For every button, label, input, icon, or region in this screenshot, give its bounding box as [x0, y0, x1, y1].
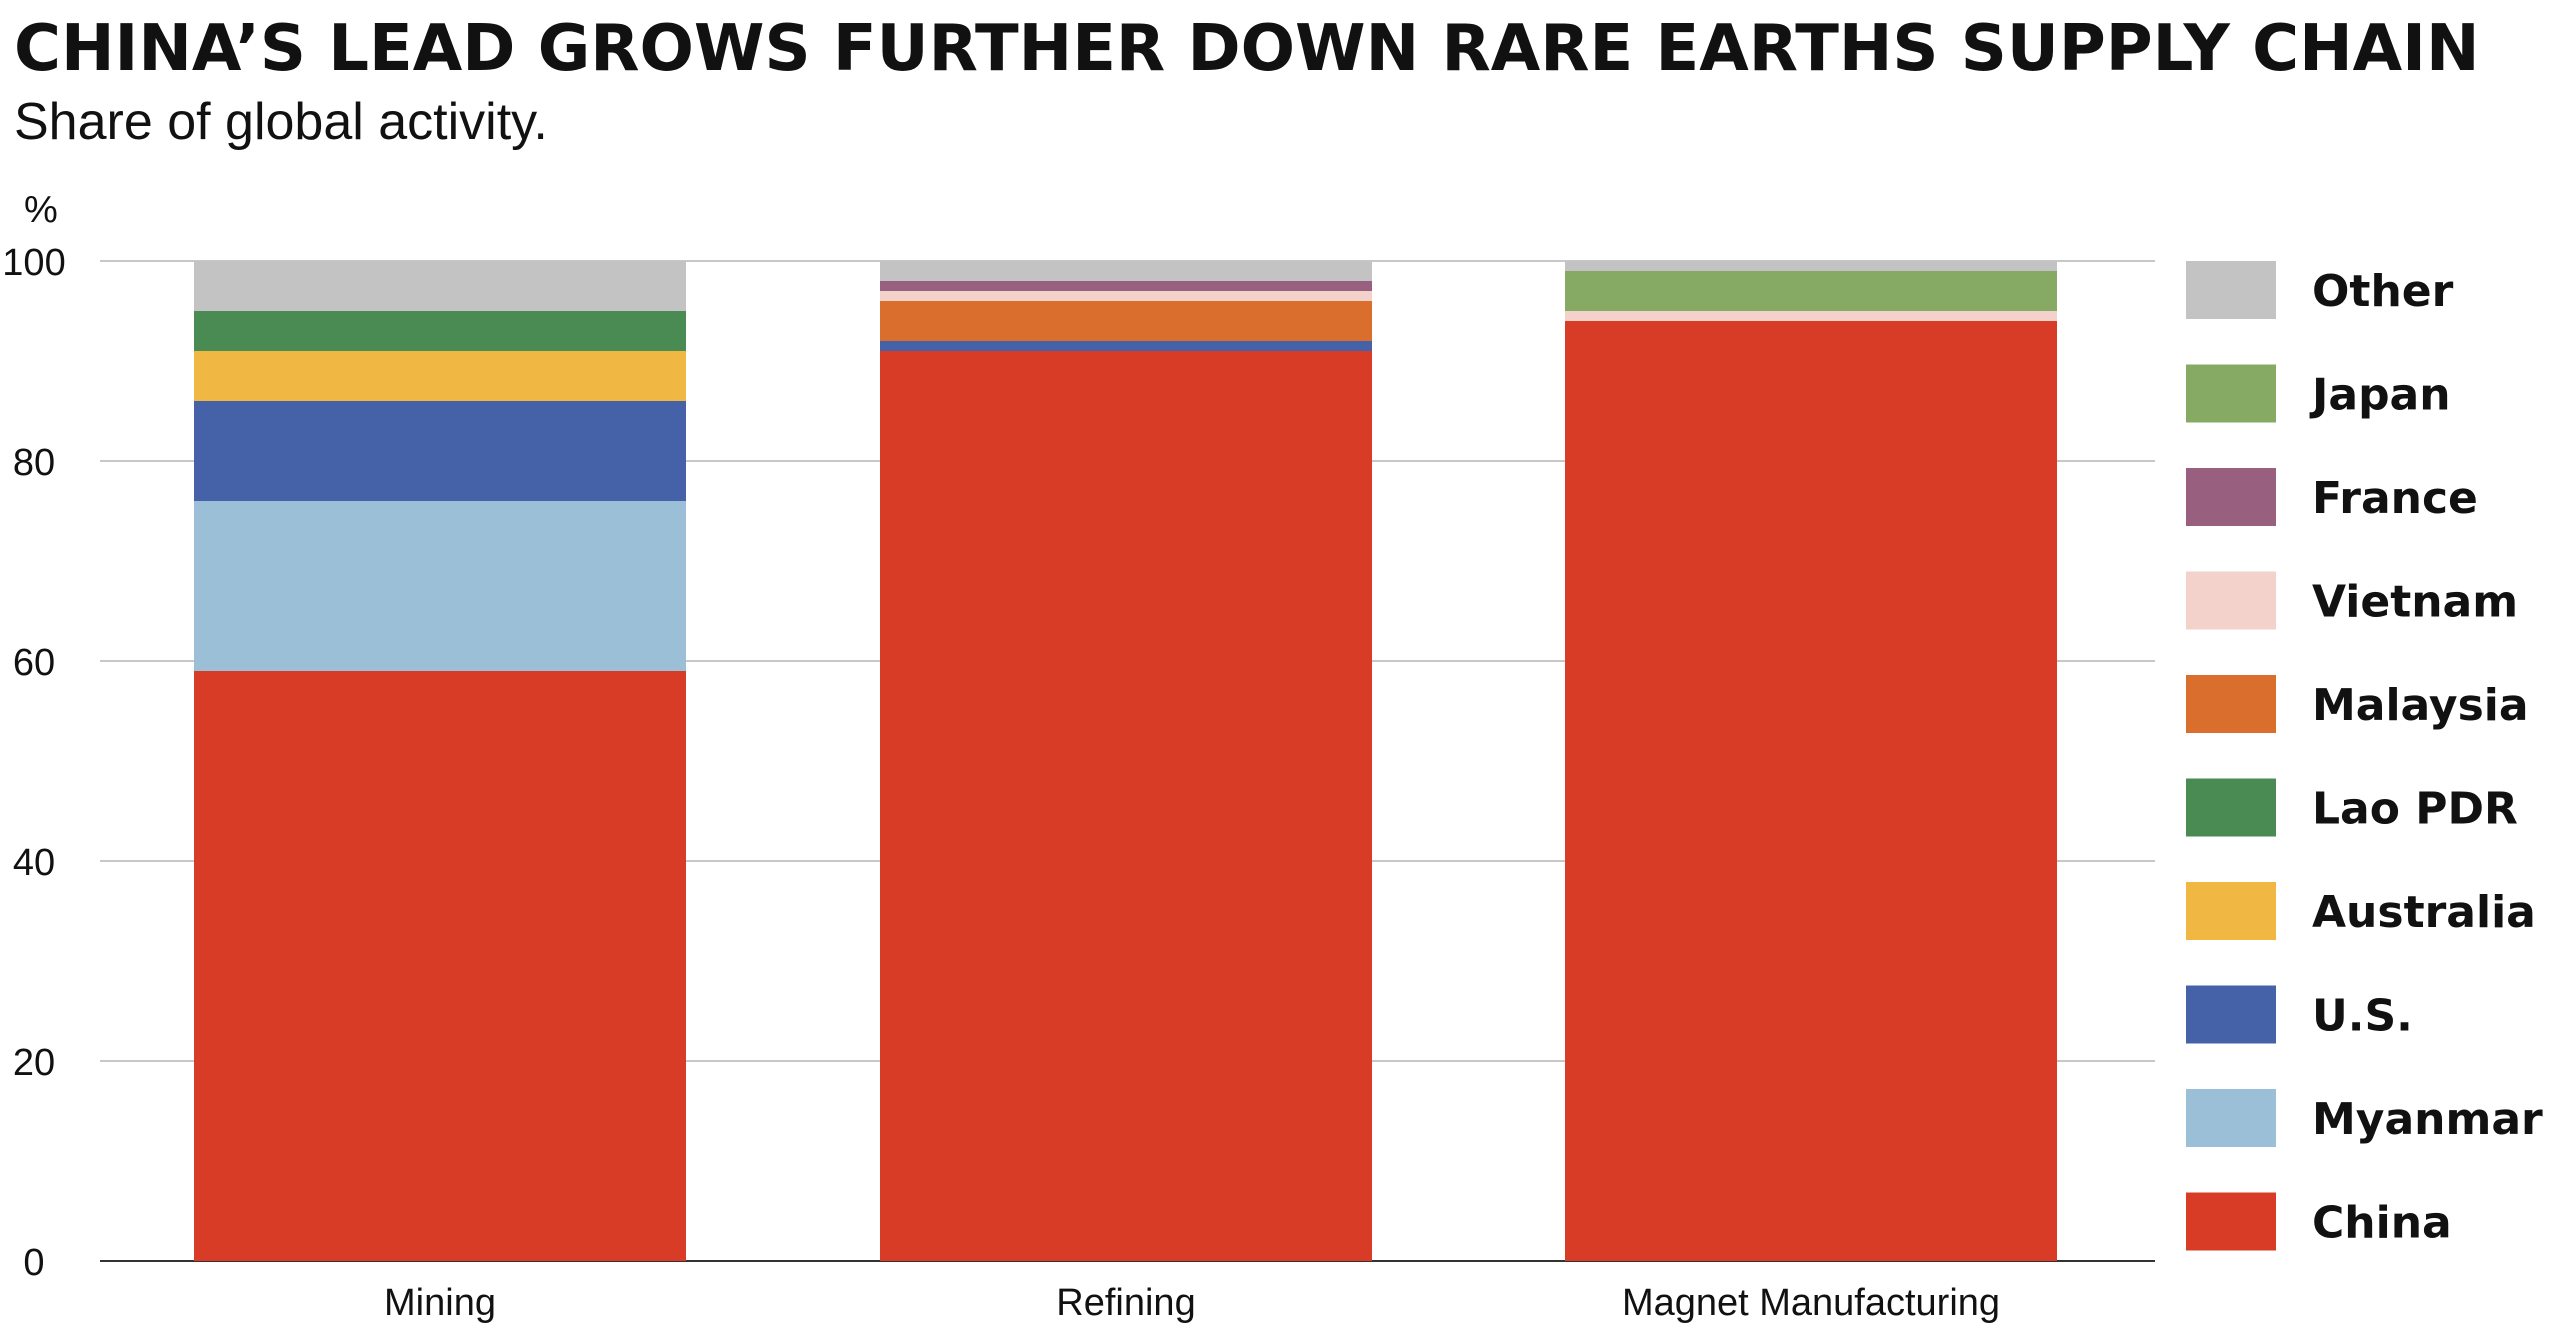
y-tick-label: 40: [13, 842, 55, 884]
bar-segment-u-s--mining: [194, 401, 686, 501]
legend-swatch-france: [2186, 468, 2276, 526]
bars: [194, 261, 2057, 1261]
legend-swatch-lao-pdr: [2186, 778, 2276, 837]
y-tick-label: 60: [13, 642, 55, 684]
x-category-label: Mining: [384, 1282, 496, 1324]
chart-title: CHINA’S LEAD GROWS FURTHER DOWN RARE EAR…: [14, 12, 2480, 86]
y-axis-label: %: [24, 189, 58, 231]
legend-label-vietnam: Vietnam: [2312, 577, 2518, 628]
bar-segment-china-mining: [194, 671, 686, 1261]
legend-label-malaysia: Malaysia: [2312, 680, 2529, 731]
bar-segment-vietnam-refining: [880, 291, 1372, 301]
bar-segment-malaysia-refining: [880, 301, 1372, 341]
bar-segment-u-s--refining: [880, 341, 1372, 351]
legend: Other Japan France Vietnam Malaysia Lao PDR Au…: [2186, 261, 2543, 1251]
bar-segment-other-refining: [880, 261, 1372, 281]
legend-label-u-s-: U.S.: [2312, 991, 2413, 1042]
legend-label-lao-pdr: Lao PDR: [2312, 784, 2518, 835]
legend-swatch-china: [2186, 1192, 2276, 1251]
bar-segment-other-mining: [194, 261, 686, 311]
legend-label-france: France: [2312, 473, 2478, 524]
bar-segment-france-refining: [880, 281, 1372, 291]
x-axis: Mining Refining Magnet Manufacturing: [384, 1282, 2000, 1324]
legend-swatch-vietnam: [2186, 571, 2276, 630]
bar-segment-lao-pdr-mining: [194, 311, 686, 351]
legend-swatch-australia: [2186, 882, 2276, 940]
x-category-label: Magnet Manufacturing: [1622, 1282, 2000, 1324]
bar-segment-japan-magnet-manufacturing: [1565, 271, 2057, 311]
legend-swatch-u-s-: [2186, 985, 2276, 1044]
legend-swatch-other: [2186, 261, 2276, 319]
bar-segment-china-refining: [880, 351, 1372, 1261]
y-tick-label: 0: [23, 1242, 44, 1284]
bar-segment-other-magnet-manufacturing: [1565, 261, 2057, 271]
x-category-label: Refining: [1056, 1282, 1195, 1324]
y-axis: % 0 20 40 60 80 100: [2, 189, 65, 1284]
y-tick-label: 20: [13, 1042, 55, 1084]
bar-segment-vietnam-magnet-manufacturing: [1565, 311, 2057, 321]
chart-subtitle: Share of global activity.: [14, 93, 548, 151]
legend-swatch-myanmar: [2186, 1089, 2276, 1147]
legend-label-australia: Australia: [2312, 887, 2536, 938]
bar-segment-australia-mining: [194, 351, 686, 401]
bar-segment-china-magnet-manufacturing: [1565, 321, 2057, 1261]
legend-label-china: China: [2312, 1198, 2452, 1249]
y-tick-label: 80: [13, 442, 55, 484]
legend-label-myanmar: Myanmar: [2312, 1094, 2543, 1145]
legend-label-japan: Japan: [2309, 370, 2451, 421]
legend-swatch-japan: [2186, 364, 2276, 423]
legend-swatch-malaysia: [2186, 675, 2276, 733]
y-tick-label: 100: [2, 242, 65, 284]
legend-label-other: Other: [2312, 266, 2454, 317]
bar-segment-myanmar-mining: [194, 501, 686, 671]
